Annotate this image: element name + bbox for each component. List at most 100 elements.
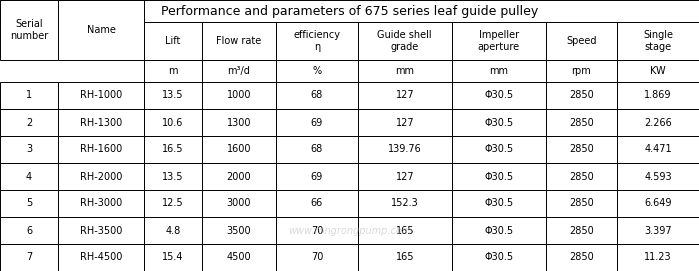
Bar xyxy=(452,217,545,244)
Text: mm: mm xyxy=(489,66,508,76)
Text: 1300: 1300 xyxy=(226,118,251,127)
Text: efficiency
η: efficiency η xyxy=(294,30,340,52)
Text: Speed: Speed xyxy=(566,36,596,46)
Bar xyxy=(452,22,545,60)
Bar xyxy=(545,244,617,271)
Text: 127: 127 xyxy=(396,118,414,127)
Text: 2850: 2850 xyxy=(569,118,593,127)
Bar xyxy=(58,0,144,60)
Text: 2000: 2000 xyxy=(226,172,251,182)
Bar xyxy=(276,109,358,136)
Text: %: % xyxy=(312,66,322,76)
Bar xyxy=(545,60,617,82)
Text: RH-4500: RH-4500 xyxy=(80,253,122,263)
Text: Flow rate: Flow rate xyxy=(216,36,261,46)
Text: 1000: 1000 xyxy=(226,91,251,101)
Bar xyxy=(0,244,58,271)
Bar xyxy=(58,244,144,271)
Text: 3500: 3500 xyxy=(226,225,251,235)
Text: Single
stage: Single stage xyxy=(643,30,673,52)
Text: 5: 5 xyxy=(26,198,32,208)
Text: 7: 7 xyxy=(26,253,32,263)
Text: 4: 4 xyxy=(26,172,32,182)
Text: mm: mm xyxy=(395,66,415,76)
Text: 2.266: 2.266 xyxy=(644,118,672,127)
Bar xyxy=(58,190,144,217)
Text: 12.5: 12.5 xyxy=(162,198,184,208)
Bar xyxy=(452,136,545,163)
Bar xyxy=(58,82,144,109)
Text: 2850: 2850 xyxy=(569,91,593,101)
Bar xyxy=(58,109,144,136)
Bar xyxy=(545,136,617,163)
Bar xyxy=(617,244,699,271)
Bar xyxy=(545,109,617,136)
Bar xyxy=(0,163,58,190)
Text: 4.593: 4.593 xyxy=(644,172,672,182)
Bar xyxy=(358,60,452,82)
Bar xyxy=(202,217,276,244)
Bar xyxy=(58,217,144,244)
Bar xyxy=(358,22,452,60)
Text: 13.5: 13.5 xyxy=(162,91,184,101)
Bar xyxy=(0,190,58,217)
Bar xyxy=(202,82,276,109)
Text: Φ30.5: Φ30.5 xyxy=(484,172,513,182)
Text: 2850: 2850 xyxy=(569,144,593,154)
Text: m: m xyxy=(168,66,178,76)
Bar xyxy=(0,0,699,22)
Text: m³/d: m³/d xyxy=(228,66,250,76)
Text: 11.23: 11.23 xyxy=(644,253,672,263)
Text: 70: 70 xyxy=(311,225,323,235)
Text: 4500: 4500 xyxy=(226,253,251,263)
Bar xyxy=(276,136,358,163)
Text: 3.397: 3.397 xyxy=(644,225,672,235)
Bar xyxy=(144,190,202,217)
Bar xyxy=(276,217,358,244)
Text: 1.869: 1.869 xyxy=(644,91,672,101)
Bar xyxy=(202,163,276,190)
Text: KW: KW xyxy=(650,66,666,76)
Text: 139.76: 139.76 xyxy=(388,144,421,154)
Text: Φ30.5: Φ30.5 xyxy=(484,198,513,208)
Bar xyxy=(276,22,358,60)
Bar xyxy=(545,217,617,244)
Bar xyxy=(0,0,58,60)
Bar xyxy=(358,217,452,244)
Text: 6: 6 xyxy=(26,225,32,235)
Text: 3000: 3000 xyxy=(226,198,251,208)
Bar xyxy=(144,22,202,60)
Bar xyxy=(617,217,699,244)
Bar xyxy=(144,244,202,271)
Bar xyxy=(452,82,545,109)
Bar xyxy=(358,244,452,271)
Bar xyxy=(617,60,699,82)
Bar xyxy=(545,22,617,60)
Bar xyxy=(276,190,358,217)
Text: 127: 127 xyxy=(396,172,414,182)
Text: 2850: 2850 xyxy=(569,198,593,208)
Text: 13.5: 13.5 xyxy=(162,172,184,182)
Bar xyxy=(276,163,358,190)
Bar xyxy=(617,22,699,60)
Bar xyxy=(0,217,58,244)
Text: RH-1000: RH-1000 xyxy=(80,91,122,101)
Text: 1: 1 xyxy=(26,91,32,101)
Text: 6.649: 6.649 xyxy=(644,198,672,208)
Bar xyxy=(545,82,617,109)
Text: 68: 68 xyxy=(311,144,323,154)
Bar xyxy=(545,163,617,190)
Bar xyxy=(58,136,144,163)
Text: Φ30.5: Φ30.5 xyxy=(484,118,513,127)
Text: Φ30.5: Φ30.5 xyxy=(484,91,513,101)
Text: Impeller
aperture: Impeller aperture xyxy=(477,30,519,52)
Bar xyxy=(144,136,202,163)
Text: RH-3000: RH-3000 xyxy=(80,198,122,208)
Text: 69: 69 xyxy=(311,172,323,182)
Text: 2850: 2850 xyxy=(569,225,593,235)
Bar xyxy=(58,163,144,190)
Bar xyxy=(358,163,452,190)
Text: 4.471: 4.471 xyxy=(644,144,672,154)
Bar xyxy=(202,109,276,136)
Text: 66: 66 xyxy=(311,198,323,208)
